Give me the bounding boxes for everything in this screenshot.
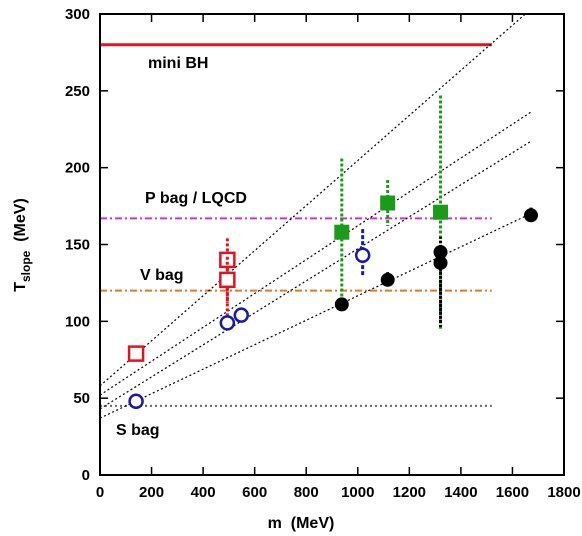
x-tick-label-2: 400 (191, 484, 216, 501)
y-label-main: T (12, 282, 29, 292)
point-3-0 (335, 297, 349, 311)
y-tick-label-2: 100 (65, 313, 90, 330)
point-1-3 (356, 249, 369, 262)
hline-label-1: P bag / LQCD (145, 190, 247, 207)
point-3-4 (524, 208, 538, 222)
point-3-1 (381, 273, 395, 287)
x-tick-label-9: 1800 (547, 484, 580, 501)
reference-lines (100, 45, 492, 406)
point-2-0 (335, 225, 349, 239)
y-tick-label-5: 250 (65, 83, 90, 100)
point-1-0 (130, 395, 143, 408)
y-axis: 0 50 100 150 200 250 300 (65, 6, 564, 484)
y-label-unit: (MeV) (12, 198, 29, 250)
point-1-2 (235, 309, 248, 322)
x-tick-label-7: 1400 (444, 484, 477, 501)
hline-label-3: S bag (116, 422, 160, 439)
x-tick-label-0: 0 (96, 484, 104, 501)
y-tick-label-1: 50 (73, 390, 90, 407)
point-0-0 (129, 347, 143, 361)
y-tick-label-0: 0 (82, 467, 90, 484)
hline-label-0: mini BH (148, 55, 208, 72)
x-tick-label-5: 1000 (341, 484, 374, 501)
hline-label-2: V bag (140, 267, 184, 284)
x-tick-label-3: 600 (242, 484, 267, 501)
y-tick-label-4: 200 (65, 160, 90, 177)
y-tick-label-6: 300 (65, 6, 90, 23)
data-points (129, 95, 538, 408)
x-axis-label: m (MeV) (268, 515, 335, 532)
x-tick-label-6: 1200 (393, 484, 426, 501)
reference-line-labels: mini BH P bag / LQCD V bag S bag (116, 55, 247, 439)
y-axis-label: Tslope (MeV) (12, 198, 33, 292)
point-1-1 (221, 316, 234, 329)
y-tick-label-3: 150 (65, 237, 90, 254)
point-3-3 (434, 256, 448, 270)
point-2-1 (381, 196, 395, 210)
fit-line-1 (100, 112, 530, 395)
point-2-2 (434, 205, 448, 219)
fit-line-3 (100, 214, 530, 418)
x-axis: 0 200 400 600 800 1000 1200 1400 1600 1800 (96, 14, 581, 501)
x-tick-label-1: 200 (139, 484, 164, 501)
fit-lines (100, 14, 530, 418)
y-label-sub: slope (19, 250, 33, 282)
x-tick-label-4: 800 (294, 484, 319, 501)
point-0-2 (220, 273, 234, 287)
x-tick-label-8: 1600 (496, 484, 529, 501)
